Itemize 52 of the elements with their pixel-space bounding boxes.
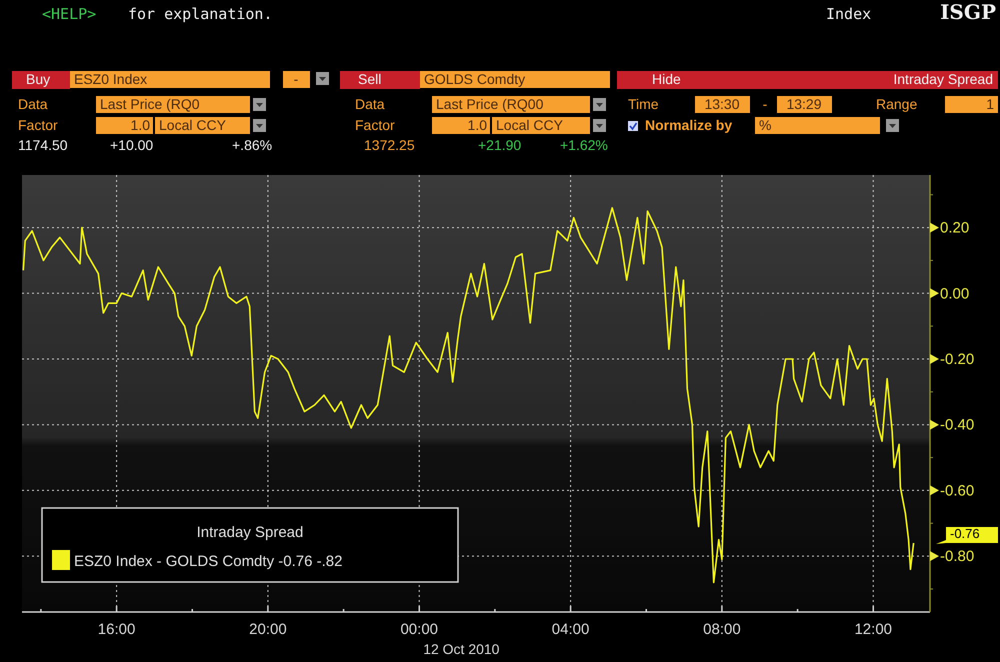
text: Local CCY	[496, 117, 564, 133]
legend-title: Intraday Spread	[196, 524, 304, 541]
y-tick-label: 0.00	[940, 285, 970, 302]
text: Factor	[18, 117, 58, 133]
x-tick-label: 16:00	[98, 621, 136, 638]
text: GOLDS Comdty	[424, 71, 526, 87]
text: -	[762, 96, 768, 112]
text: 13:30	[704, 96, 740, 112]
x-tick-label: 08:00	[703, 621, 741, 638]
text: Normalize by	[645, 117, 732, 133]
x-tick-label: 04:00	[552, 621, 590, 638]
y-tick-label: -0.40	[940, 416, 974, 434]
text: 1.0	[468, 117, 488, 133]
y-tick-label: -0.60	[940, 482, 974, 500]
text: +1.62%	[560, 137, 608, 153]
text: %	[759, 117, 772, 133]
text: Factor	[355, 117, 396, 133]
x-tick-label: 20:00	[249, 621, 287, 638]
y-tick-label: -0.80	[940, 548, 974, 566]
text: +21.90	[478, 137, 522, 153]
x-tick-label: 00:00	[400, 621, 438, 638]
text: 1174.50	[18, 137, 68, 153]
text: 1372.25	[364, 137, 415, 153]
text: Data	[18, 96, 48, 112]
text: ISGP	[940, 0, 996, 24]
text: 12 Oct 2010	[423, 641, 500, 657]
text: +.86%	[232, 137, 272, 153]
text: -0.76	[950, 526, 980, 541]
text: Data	[355, 96, 385, 112]
text: -	[294, 71, 299, 87]
y-tick-label: 0.20	[940, 220, 970, 237]
y-tick-label: -0.20	[940, 351, 974, 368]
legend-label: ESZ0 Index - GOLDS Comdty -0.76 -.82	[74, 553, 342, 570]
text: 13:29	[786, 96, 822, 112]
text: for explanation.	[128, 5, 272, 23]
text: Local CCY	[159, 117, 227, 133]
text: 1.0	[130, 117, 150, 133]
text: Buy	[26, 71, 50, 87]
text: <HELP>	[42, 5, 96, 23]
text: Time	[628, 96, 659, 112]
x-tick-label: 12:00	[854, 621, 892, 638]
text: Intraday Spread	[893, 71, 993, 87]
text: ESZ0 Index	[74, 71, 148, 87]
text: Sell	[358, 71, 382, 87]
text: Last Price (RQ0	[100, 96, 200, 112]
text: +10.00	[110, 137, 154, 153]
text: Last Price (RQ00	[436, 96, 544, 112]
text: 1	[986, 96, 994, 112]
text: Index	[826, 5, 872, 23]
text: Hide	[652, 71, 682, 87]
line-series	[22, 207, 914, 584]
text: Range	[876, 96, 918, 112]
